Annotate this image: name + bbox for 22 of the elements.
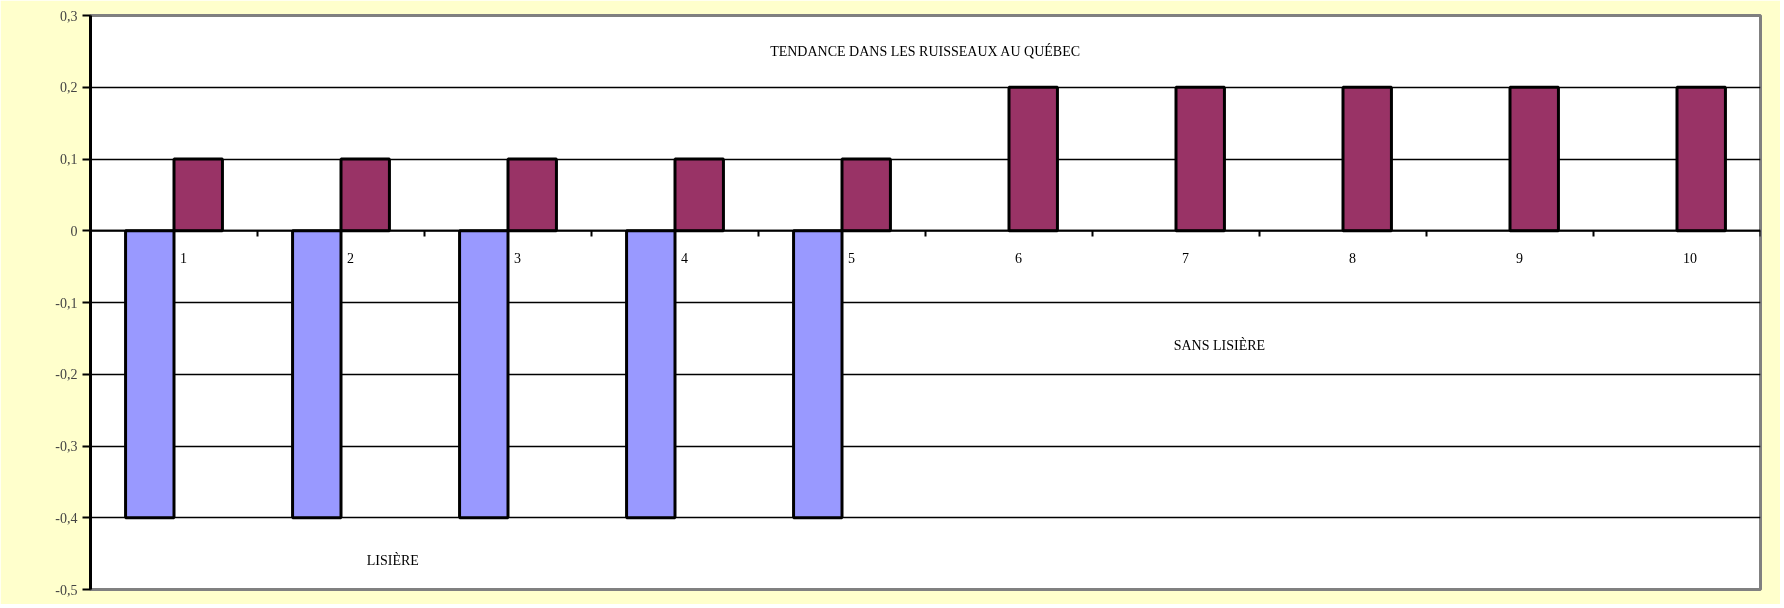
- x-tick-label: 7: [1182, 250, 1189, 266]
- y-tick-label: -0,5: [55, 582, 78, 598]
- annotation: LISIÈRE: [366, 552, 419, 569]
- annotation: SANS LISIÈRE: [1173, 337, 1266, 354]
- y-tick-label: -0,1: [55, 295, 78, 311]
- y-tick-label: 0,3: [60, 8, 78, 24]
- y-tick-label: -0,4: [55, 510, 78, 526]
- x-tick-label: 6: [1015, 250, 1022, 266]
- y-tick-label: -0,3: [55, 439, 78, 454]
- x-tick-label: 1: [180, 250, 187, 266]
- y-tick-label: 0,2: [60, 80, 78, 96]
- y-tick-label: 0: [70, 223, 78, 239]
- text: TENDANCE DANS LES RUISSEAUX AU QUÉBEC: [770, 42, 1081, 59]
- x-tick-label: 3: [514, 250, 521, 266]
- x-tick-label: 10: [1683, 250, 1697, 266]
- x-tick-label: 9: [1516, 250, 1523, 266]
- y-tick-label: 0,1: [60, 152, 78, 167]
- x-tick-label: 2: [347, 250, 354, 266]
- x-tick-label: 8: [1349, 250, 1356, 266]
- y-tick-label: -0,2: [55, 367, 78, 383]
- x-tick-label: 4: [681, 250, 688, 266]
- x-tick-label: 5: [848, 250, 855, 266]
